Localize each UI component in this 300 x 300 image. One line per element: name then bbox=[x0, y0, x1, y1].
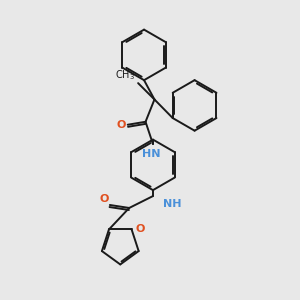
Text: CH$_3$: CH$_3$ bbox=[115, 68, 134, 82]
Text: O: O bbox=[135, 224, 145, 235]
Text: O: O bbox=[99, 194, 108, 203]
Text: HN: HN bbox=[142, 149, 161, 159]
Text: O: O bbox=[117, 120, 126, 130]
Text: NH: NH bbox=[164, 199, 182, 209]
